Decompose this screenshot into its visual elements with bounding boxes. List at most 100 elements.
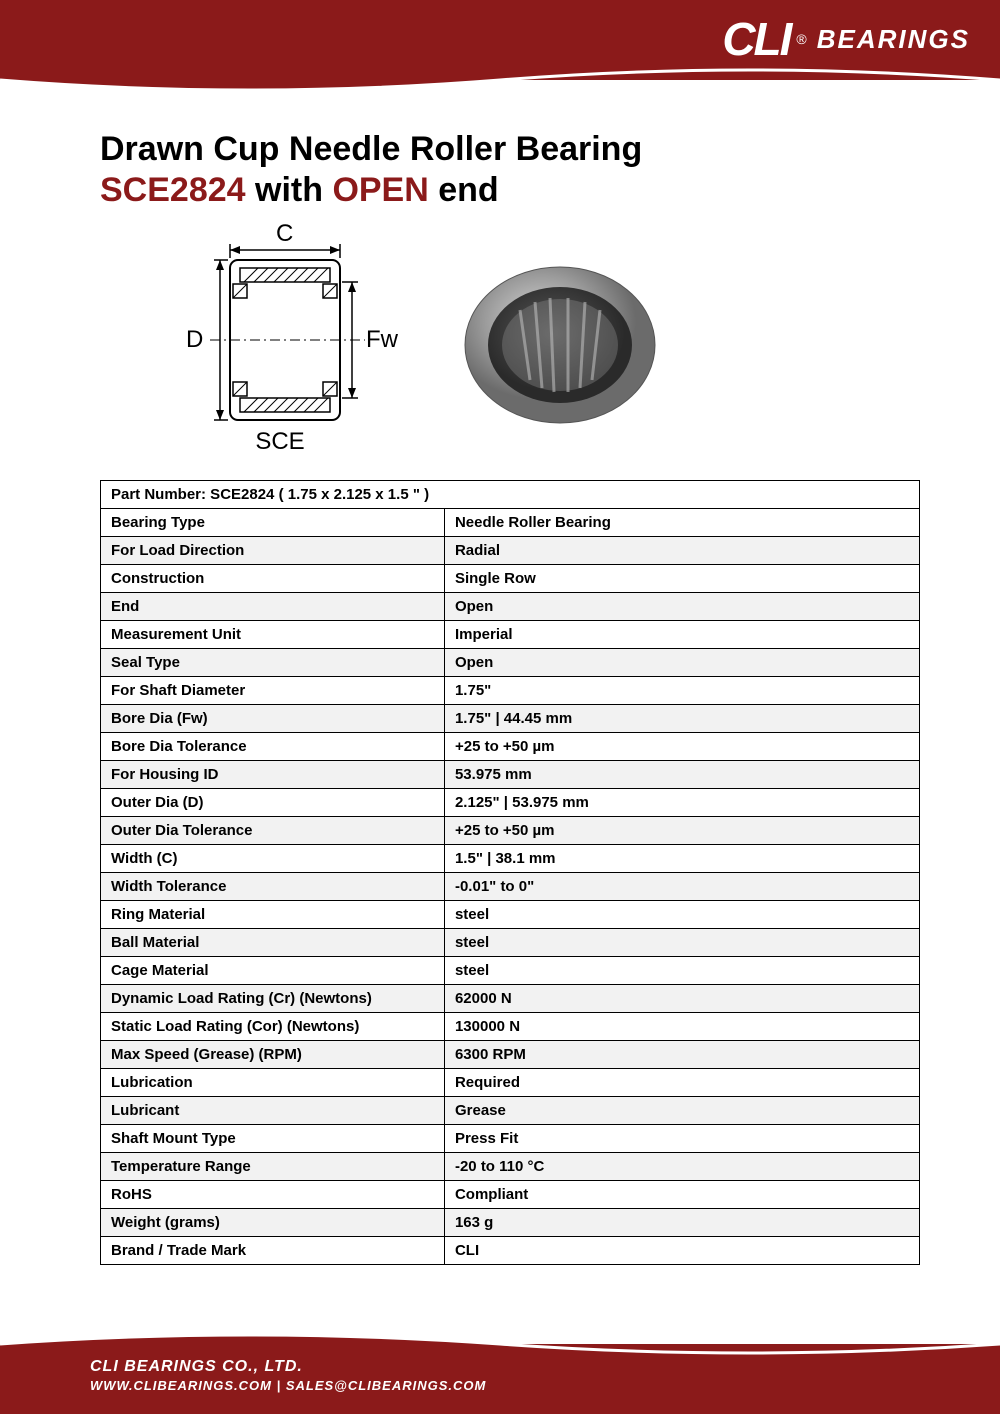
- spec-label: Construction: [101, 565, 445, 593]
- dim-d-label: D: [186, 326, 203, 354]
- brand-logo: CLI ® BEARINGS: [722, 12, 970, 66]
- dim-c-label: C: [276, 220, 293, 248]
- product-subtitle: SCE2824 with OPEN end: [100, 171, 920, 210]
- footer-text-block: CLI BEARINGS CO., LTD. WWW.CLIBEARINGS.C…: [90, 1358, 486, 1393]
- spec-value: Press Fit: [444, 1125, 919, 1153]
- footer-contact: WWW.CLIBEARINGS.COM | SALES@CLIBEARINGS.…: [90, 1378, 486, 1393]
- spec-value: Imperial: [444, 621, 919, 649]
- page-header: CLI ® BEARINGS: [0, 0, 1000, 80]
- spec-value: steel: [444, 957, 919, 985]
- table-row: For Housing ID53.975 mm: [101, 761, 920, 789]
- end-type: OPEN: [332, 171, 428, 209]
- table-row: Bore Dia Tolerance+25 to +50 µm: [101, 733, 920, 761]
- spec-label: Dynamic Load Rating (Cr) (Newtons): [101, 985, 445, 1013]
- table-row: RoHSCompliant: [101, 1181, 920, 1209]
- spec-label: Width (C): [101, 845, 445, 873]
- main-content: Drawn Cup Needle Roller Bearing SCE2824 …: [0, 80, 1000, 1265]
- spec-value: +25 to +50 µm: [444, 733, 919, 761]
- spec-label: Measurement Unit: [101, 621, 445, 649]
- spec-label: Bearing Type: [101, 509, 445, 537]
- spec-label: For Shaft Diameter: [101, 677, 445, 705]
- spec-value: -0.01" to 0": [444, 873, 919, 901]
- spec-label: Outer Dia Tolerance: [101, 817, 445, 845]
- spec-value: 2.125" | 53.975 mm: [444, 789, 919, 817]
- spec-label: For Housing ID: [101, 761, 445, 789]
- spec-value: 53.975 mm: [444, 761, 919, 789]
- table-row: Seal TypeOpen: [101, 649, 920, 677]
- spec-value: 163 g: [444, 1209, 919, 1237]
- table-row: Bearing TypeNeedle Roller Bearing: [101, 509, 920, 537]
- table-row: Static Load Rating (Cor) (Newtons)130000…: [101, 1013, 920, 1041]
- table-row: For Shaft Diameter1.75": [101, 677, 920, 705]
- table-row: Brand / Trade MarkCLI: [101, 1237, 920, 1265]
- table-row: Width Tolerance-0.01" to 0": [101, 873, 920, 901]
- technical-drawing: C D Fw SCE: [170, 230, 390, 450]
- table-row: Bore Dia (Fw)1.75" | 44.45 mm: [101, 705, 920, 733]
- table-row: LubricantGrease: [101, 1097, 920, 1125]
- table-row: For Load DirectionRadial: [101, 537, 920, 565]
- spec-label: Ring Material: [101, 901, 445, 929]
- table-row: EndOpen: [101, 593, 920, 621]
- footer-company: CLI BEARINGS CO., LTD.: [90, 1358, 486, 1376]
- table-row: Cage Materialsteel: [101, 957, 920, 985]
- specifications-table: Part Number: SCE2824 ( 1.75 x 2.125 x 1.…: [100, 480, 920, 1265]
- spec-value: steel: [444, 901, 919, 929]
- spec-value: CLI: [444, 1237, 919, 1265]
- spec-value: Grease: [444, 1097, 919, 1125]
- spec-label: Shaft Mount Type: [101, 1125, 445, 1153]
- table-row: Ring Materialsteel: [101, 901, 920, 929]
- spec-value: Radial: [444, 537, 919, 565]
- spec-value: Single Row: [444, 565, 919, 593]
- subtitle-end: end: [429, 171, 499, 209]
- table-row: Shaft Mount TypePress Fit: [101, 1125, 920, 1153]
- spec-label: Bore Dia (Fw): [101, 705, 445, 733]
- part-number: SCE2824: [100, 171, 246, 209]
- spec-label: Static Load Rating (Cor) (Newtons): [101, 1013, 445, 1041]
- spec-label: For Load Direction: [101, 537, 445, 565]
- logo-text: CLI: [722, 12, 790, 66]
- spec-label: Lubrication: [101, 1069, 445, 1097]
- spec-label: End: [101, 593, 445, 621]
- spec-value: Compliant: [444, 1181, 919, 1209]
- logo-suffix: BEARINGS: [817, 24, 970, 55]
- spec-value: Required: [444, 1069, 919, 1097]
- spec-label: Weight (grams): [101, 1209, 445, 1237]
- page-footer: CLI BEARINGS CO., LTD. WWW.CLIBEARINGS.C…: [0, 1344, 1000, 1414]
- spec-label: Lubricant: [101, 1097, 445, 1125]
- spec-value: +25 to +50 µm: [444, 817, 919, 845]
- spec-value: 1.75": [444, 677, 919, 705]
- spec-value: Open: [444, 593, 919, 621]
- table-row: Weight (grams)163 g: [101, 1209, 920, 1237]
- spec-label: Bore Dia Tolerance: [101, 733, 445, 761]
- table-row: Temperature Range-20 to 110 °C: [101, 1153, 920, 1181]
- dim-fw-label: Fw: [366, 326, 398, 354]
- spec-value: 130000 N: [444, 1013, 919, 1041]
- spec-label: Outer Dia (D): [101, 789, 445, 817]
- table-row: Dynamic Load Rating (Cr) (Newtons)62000 …: [101, 985, 920, 1013]
- diagram-type-label: SCE: [255, 428, 304, 456]
- spec-label: Temperature Range: [101, 1153, 445, 1181]
- spec-value: Open: [444, 649, 919, 677]
- subtitle-with: with: [246, 171, 333, 209]
- diagram-section: C D Fw SCE: [170, 230, 920, 450]
- spec-label: Cage Material: [101, 957, 445, 985]
- spec-value: 1.5" | 38.1 mm: [444, 845, 919, 873]
- header-curve-decoration: [0, 60, 1000, 100]
- table-row: Measurement UnitImperial: [101, 621, 920, 649]
- footer-curve-decoration: [0, 1326, 1000, 1362]
- product-photo: [450, 250, 670, 430]
- spec-value: 1.75" | 44.45 mm: [444, 705, 919, 733]
- table-row: Max Speed (Grease) (RPM)6300 RPM: [101, 1041, 920, 1069]
- table-row: Outer Dia (D)2.125" | 53.975 mm: [101, 789, 920, 817]
- spec-label: Width Tolerance: [101, 873, 445, 901]
- bearing-photo-svg: [450, 250, 670, 430]
- registered-mark: ®: [796, 31, 806, 47]
- spec-table-header: Part Number: SCE2824 ( 1.75 x 2.125 x 1.…: [101, 481, 920, 509]
- table-row: Width (C)1.5" | 38.1 mm: [101, 845, 920, 873]
- spec-value: steel: [444, 929, 919, 957]
- table-row: LubricationRequired: [101, 1069, 920, 1097]
- spec-label: Seal Type: [101, 649, 445, 677]
- spec-label: Ball Material: [101, 929, 445, 957]
- table-row: Ball Materialsteel: [101, 929, 920, 957]
- table-row: ConstructionSingle Row: [101, 565, 920, 593]
